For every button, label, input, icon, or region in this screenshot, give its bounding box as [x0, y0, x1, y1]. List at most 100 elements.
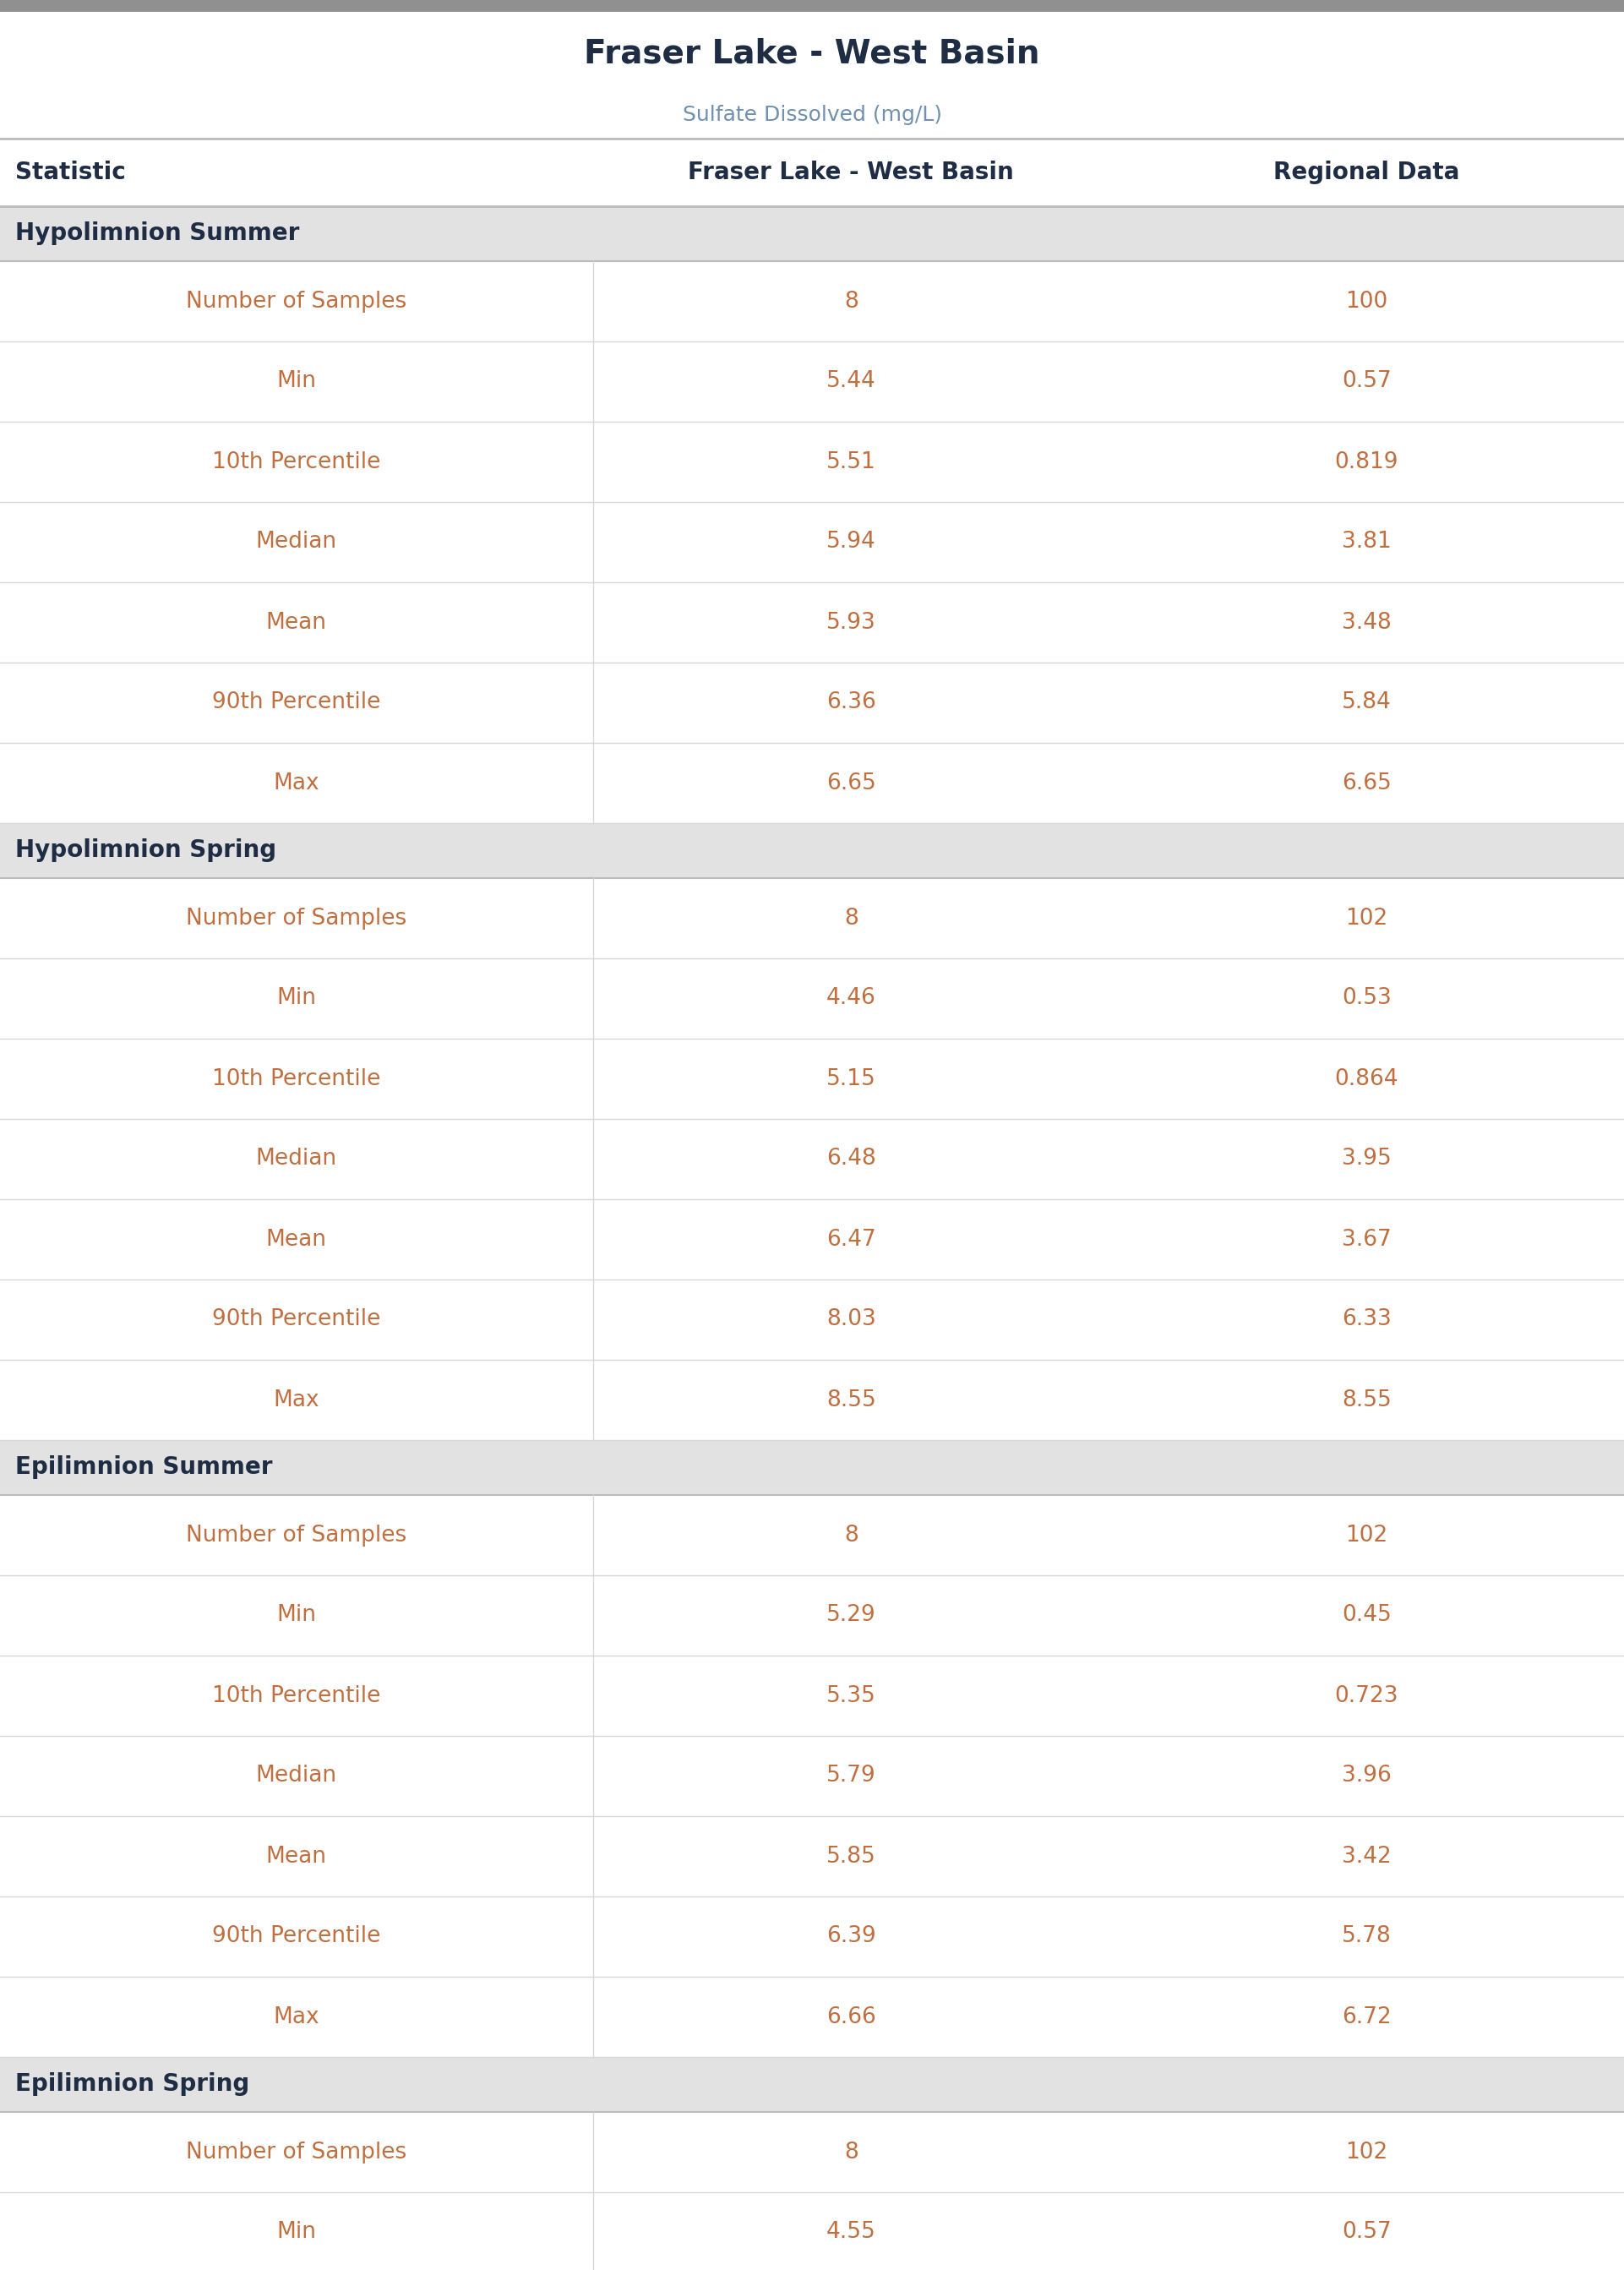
- Text: Max: Max: [273, 1389, 320, 1412]
- Text: 3.96: 3.96: [1341, 1766, 1392, 1786]
- Bar: [0, 2193, 1624, 2270]
- Bar: [0, 742, 1624, 824]
- Text: Regional Data: Regional Data: [1273, 161, 1460, 184]
- Text: Hypolimnion Spring: Hypolimnion Spring: [15, 840, 276, 863]
- Text: Median: Median: [255, 531, 338, 554]
- Text: 90th Percentile: 90th Percentile: [213, 1925, 380, 1948]
- Bar: [0, 583, 1624, 663]
- Bar: [0, 340, 1624, 422]
- Text: 6.65: 6.65: [1341, 772, 1392, 794]
- Text: 6.33: 6.33: [1341, 1310, 1392, 1330]
- Bar: [0, 502, 1624, 583]
- Bar: [0, 1496, 1624, 1575]
- Bar: [0, 878, 1624, 958]
- Text: 6.72: 6.72: [1341, 2007, 1392, 2027]
- Bar: [0, 261, 1624, 340]
- Text: 102: 102: [1345, 1523, 1389, 1546]
- Text: 8.55: 8.55: [1341, 1389, 1392, 1412]
- Text: 0.57: 0.57: [1341, 2222, 1392, 2243]
- Text: 5.94: 5.94: [827, 531, 875, 554]
- Text: Min: Min: [276, 370, 317, 393]
- Text: Fraser Lake - West Basin: Fraser Lake - West Basin: [585, 39, 1039, 70]
- Bar: [0, 1119, 1624, 1199]
- Text: 8.55: 8.55: [827, 1389, 875, 1412]
- Text: Number of Samples: Number of Samples: [187, 1523, 406, 1546]
- Text: Number of Samples: Number of Samples: [187, 908, 406, 928]
- Text: 6.47: 6.47: [827, 1228, 875, 1251]
- Text: Hypolimnion Summer: Hypolimnion Summer: [15, 222, 299, 245]
- Bar: [0, 1439, 1624, 1496]
- Text: 10th Percentile: 10th Percentile: [213, 1684, 380, 1707]
- Text: 102: 102: [1345, 908, 1389, 928]
- Bar: [0, 824, 1624, 878]
- Bar: [0, 1199, 1624, 1280]
- Text: 6.36: 6.36: [827, 692, 875, 713]
- Text: 6.48: 6.48: [827, 1149, 875, 1169]
- Bar: [0, 1895, 1624, 1977]
- Bar: [0, 0, 1624, 11]
- Bar: [0, 93, 1624, 138]
- Text: Min: Min: [276, 987, 317, 1010]
- Text: Min: Min: [276, 2222, 317, 2243]
- Bar: [0, 207, 1624, 261]
- Bar: [0, 2111, 1624, 2193]
- Text: 0.45: 0.45: [1341, 1605, 1392, 1625]
- Bar: [0, 1575, 1624, 1655]
- Text: 3.67: 3.67: [1341, 1228, 1392, 1251]
- Text: 5.78: 5.78: [1341, 1925, 1392, 1948]
- Text: 90th Percentile: 90th Percentile: [213, 692, 380, 713]
- Bar: [0, 663, 1624, 742]
- Bar: [0, 1360, 1624, 1439]
- Text: 5.93: 5.93: [827, 611, 875, 633]
- Text: Median: Median: [255, 1149, 338, 1169]
- Text: 8: 8: [844, 908, 857, 928]
- Text: 5.85: 5.85: [827, 1846, 875, 1868]
- Bar: [0, 422, 1624, 502]
- Text: 102: 102: [1345, 2141, 1389, 2163]
- Text: 6.39: 6.39: [827, 1925, 875, 1948]
- Bar: [0, 1280, 1624, 1360]
- Bar: [0, 11, 1624, 93]
- Text: 100: 100: [1345, 291, 1389, 313]
- Text: 5.79: 5.79: [827, 1766, 875, 1786]
- Bar: [0, 958, 1624, 1040]
- Text: Number of Samples: Number of Samples: [187, 291, 406, 313]
- Bar: [0, 1816, 1624, 1895]
- Text: 0.57: 0.57: [1341, 370, 1392, 393]
- Text: 5.35: 5.35: [827, 1684, 875, 1707]
- Text: Mean: Mean: [266, 1228, 326, 1251]
- Text: Epilimnion Summer: Epilimnion Summer: [15, 1455, 273, 1480]
- Text: Epilimnion Spring: Epilimnion Spring: [15, 2073, 250, 2095]
- Text: Min: Min: [276, 1605, 317, 1625]
- Text: 0.723: 0.723: [1335, 1684, 1398, 1707]
- Text: 5.51: 5.51: [827, 452, 875, 472]
- Text: 0.819: 0.819: [1335, 452, 1398, 472]
- Text: 8: 8: [844, 291, 857, 313]
- Text: 5.15: 5.15: [827, 1067, 875, 1090]
- Text: 6.65: 6.65: [827, 772, 875, 794]
- Bar: [0, 1977, 1624, 2057]
- Text: 3.48: 3.48: [1341, 611, 1392, 633]
- Bar: [0, 2057, 1624, 2111]
- Text: 3.42: 3.42: [1341, 1846, 1392, 1868]
- Text: 8: 8: [844, 1523, 857, 1546]
- Text: Number of Samples: Number of Samples: [187, 2141, 406, 2163]
- Text: Max: Max: [273, 2007, 320, 2027]
- Text: Median: Median: [255, 1766, 338, 1786]
- Text: 0.864: 0.864: [1335, 1067, 1398, 1090]
- Bar: [0, 138, 1624, 207]
- Bar: [0, 1655, 1624, 1737]
- Text: Mean: Mean: [266, 1846, 326, 1868]
- Text: 5.29: 5.29: [827, 1605, 875, 1625]
- Text: 3.95: 3.95: [1341, 1149, 1392, 1169]
- Text: 3.81: 3.81: [1341, 531, 1392, 554]
- Text: 8.03: 8.03: [827, 1310, 875, 1330]
- Bar: [0, 1040, 1624, 1119]
- Text: Fraser Lake - West Basin: Fraser Lake - West Basin: [689, 161, 1013, 184]
- Text: 10th Percentile: 10th Percentile: [213, 1067, 380, 1090]
- Text: Max: Max: [273, 772, 320, 794]
- Text: Statistic: Statistic: [15, 161, 125, 184]
- Text: Mean: Mean: [266, 611, 326, 633]
- Text: 10th Percentile: 10th Percentile: [213, 452, 380, 472]
- Text: 8: 8: [844, 2141, 857, 2163]
